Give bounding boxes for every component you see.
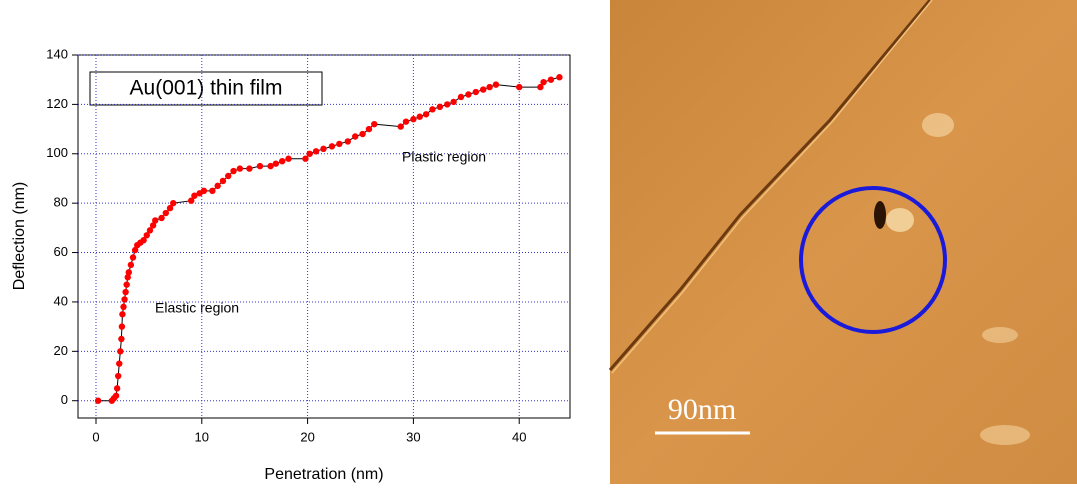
data-point (540, 79, 546, 85)
data-point (336, 141, 342, 147)
scale-label: 90nm (668, 393, 736, 426)
data-point (220, 178, 226, 184)
data-point (465, 91, 471, 97)
x-tick-label: 40 (512, 429, 526, 444)
data-point (116, 360, 122, 366)
annotation: Elastic region (155, 300, 239, 316)
data-point (345, 138, 351, 144)
data-point (437, 104, 443, 110)
data-point (486, 84, 492, 90)
data-point (237, 165, 243, 171)
y-axis-label: Deflection (nm) (11, 182, 28, 290)
data-point (279, 158, 285, 164)
data-point (225, 173, 231, 179)
data-point (366, 126, 372, 132)
afm-image: 90nm (610, 0, 1077, 484)
data-point (120, 304, 126, 310)
data-point (230, 168, 236, 174)
data-point (158, 215, 164, 221)
y-tick-label: 20 (54, 343, 68, 358)
data-point (163, 210, 169, 216)
data-line (98, 77, 559, 400)
data-point (352, 133, 358, 139)
plot-frame (78, 55, 570, 418)
y-tick-label: 80 (54, 195, 68, 210)
x-tick-label: 10 (195, 429, 209, 444)
defect (982, 327, 1018, 343)
data-point (214, 183, 220, 189)
data-point (122, 289, 128, 295)
data-point (119, 311, 125, 317)
data-point (95, 398, 101, 404)
data-point (119, 323, 125, 329)
data-point (548, 76, 554, 82)
data-point (114, 385, 120, 391)
data-point (417, 114, 423, 120)
data-point (473, 89, 479, 95)
data-point (209, 188, 215, 194)
data-point (113, 393, 119, 399)
data-point (170, 200, 176, 206)
data-point (398, 123, 404, 129)
data-point (493, 81, 499, 87)
data-point (429, 106, 435, 112)
data-point (320, 146, 326, 152)
data-point (257, 163, 263, 169)
data-point (246, 165, 252, 171)
data-point (556, 74, 562, 80)
data-point (130, 254, 136, 260)
x-axis-label: Penetration (nm) (264, 466, 383, 483)
data-point (285, 156, 291, 162)
y-tick-label: 60 (54, 244, 68, 259)
data-point (115, 373, 121, 379)
x-tick-label: 30 (406, 429, 420, 444)
defect (922, 113, 954, 137)
data-point (121, 296, 127, 302)
data-point (329, 143, 335, 149)
data-point (359, 131, 365, 137)
pileup (886, 208, 914, 232)
indent (874, 201, 886, 229)
x-tick-label: 20 (300, 429, 314, 444)
y-tick-label: 0 (61, 392, 68, 407)
data-point (307, 151, 313, 157)
data-point (152, 217, 158, 223)
x-tick-label: 0 (92, 429, 99, 444)
data-point (117, 348, 123, 354)
y-tick-label: 140 (46, 46, 68, 61)
data-point (480, 86, 486, 92)
annotation: Plastic region (402, 149, 486, 165)
y-tick-label: 100 (46, 145, 68, 160)
data-point (273, 160, 279, 166)
y-tick-label: 120 (46, 96, 68, 111)
data-point (444, 101, 450, 107)
data-point (201, 188, 207, 194)
data-point (126, 269, 132, 275)
data-point (450, 99, 456, 105)
data-point (302, 156, 308, 162)
defect (980, 425, 1030, 445)
data-point (403, 118, 409, 124)
data-point (371, 121, 377, 127)
data-point (313, 148, 319, 154)
data-point (458, 94, 464, 100)
annotation: Au(001) thin film (130, 77, 283, 100)
data-point (128, 262, 134, 268)
data-point (118, 336, 124, 342)
y-tick-label: 40 (54, 293, 68, 308)
data-point (410, 116, 416, 122)
data-point (423, 111, 429, 117)
data-point (123, 281, 129, 287)
data-point (516, 84, 522, 90)
figure: 90nm Au(001) thin film Elastic region Pl… (0, 0, 1077, 484)
